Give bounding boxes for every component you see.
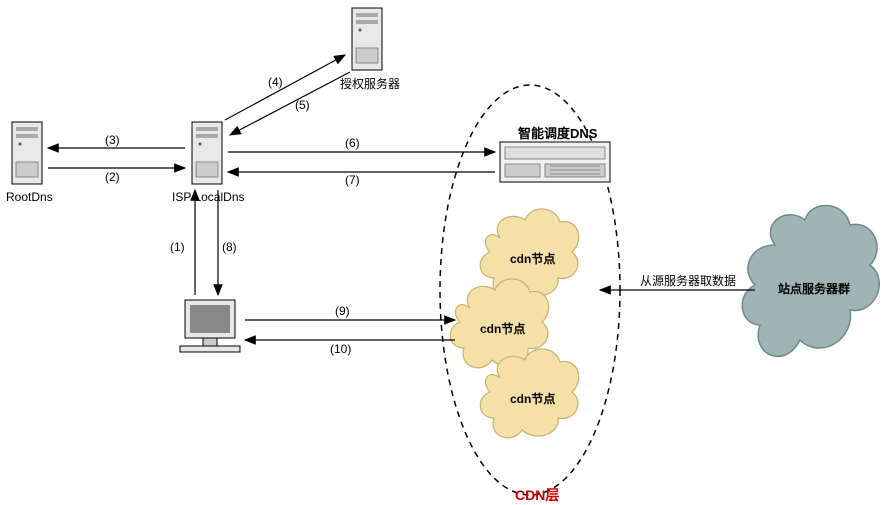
isp-server-icon	[192, 122, 222, 184]
edge-4-label: (4)	[268, 75, 283, 89]
smartdns-box-icon	[500, 142, 610, 182]
edge-6-label: (6)	[345, 136, 360, 150]
cdn2-label: cdn节点	[480, 320, 525, 337]
edge-4	[225, 55, 345, 120]
cdn3-label: cdn节点	[510, 390, 555, 407]
edge-5	[230, 72, 350, 135]
cdn-diagram: RootDns ISP LocalDns 授权服务器 智能调度DNS cdn节点…	[0, 0, 885, 500]
rootdns-label: RootDns	[6, 190, 53, 204]
origin-label: 站点服务器群	[778, 280, 850, 297]
cdn1-label: cdn节点	[510, 250, 555, 267]
isp-label: ISP LocalDns	[172, 190, 245, 204]
rootdns-server-icon	[12, 122, 42, 184]
edge-fetch-label: 从源服务器取数据	[640, 272, 736, 289]
edge-2-label: (2)	[105, 170, 120, 184]
client-monitor-icon	[180, 300, 240, 352]
smartdns-label: 智能调度DNS	[518, 123, 597, 142]
edge-1-label: (1)	[170, 240, 185, 254]
auth-label: 授权服务器	[340, 75, 400, 92]
edge-3-label: (3)	[105, 133, 120, 147]
auth-server-icon	[352, 8, 382, 70]
edge-7-label: (7)	[345, 173, 360, 187]
edge-9-label: (9)	[335, 304, 350, 318]
diagram-svg	[0, 0, 885, 500]
cdn-region-label: CDN层	[515, 485, 559, 505]
edge-5-label: (5)	[295, 98, 310, 112]
edge-8-label: (8)	[222, 240, 237, 254]
edge-10-label: (10)	[330, 342, 351, 356]
